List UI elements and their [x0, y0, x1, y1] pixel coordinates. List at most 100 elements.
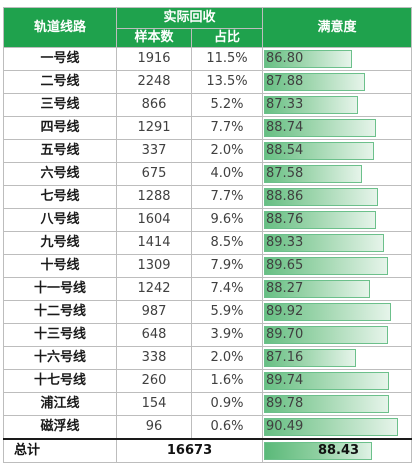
satisfaction-value: 90.49	[266, 419, 304, 434]
satisfaction-table: 轨道线路 实际回收 满意度 样本数 占比 一号线 1916 11.5% 86.80 二号…	[3, 7, 413, 463]
route-name: 十号线	[3, 254, 117, 278]
satisfaction-bar	[264, 234, 385, 252]
satisfaction-cell: 90.49	[262, 415, 413, 440]
table-row: 三号线 866 5.2% 87.33	[3, 93, 413, 117]
sample-count: 338	[116, 346, 192, 370]
table-row: 磁浮线 96 0.6% 90.49	[3, 415, 413, 440]
route-name: 二号线	[3, 70, 117, 94]
share-percent: 3.9%	[190, 323, 264, 347]
share-percent: 4.0%	[190, 162, 264, 186]
share-percent: 5.9%	[190, 300, 264, 324]
satisfaction-cell: 88.86	[262, 185, 413, 209]
sample-count: 866	[116, 93, 192, 117]
table-row: 十号线 1309 7.9% 89.65	[3, 254, 413, 278]
sample-count: 1414	[116, 231, 192, 255]
share-percent: 9.6%	[190, 208, 264, 232]
share-header: 占比	[190, 28, 264, 48]
satisfaction-bar	[264, 280, 371, 298]
satisfaction-cell: 89.33	[262, 231, 413, 255]
share-percent: 7.7%	[190, 185, 264, 209]
share-percent: 7.4%	[190, 277, 264, 301]
table-body: 一号线 1916 11.5% 86.80 二号线 2248 13.5% 87.88 三号线 866…	[3, 47, 413, 440]
satisfaction-value: 89.78	[266, 396, 304, 411]
route-name: 七号线	[3, 185, 117, 209]
satisfaction-bar	[264, 73, 366, 91]
route-name: 一号线	[3, 47, 117, 71]
sample-count: 154	[116, 392, 192, 416]
table-row: 八号线 1604 9.6% 88.76	[3, 208, 413, 232]
route-name: 八号线	[3, 208, 117, 232]
sample-count: 675	[116, 162, 192, 186]
satisfaction-cell: 86.80	[262, 47, 413, 71]
satisfaction-cell: 87.33	[262, 93, 413, 117]
satisfaction-bar	[264, 349, 357, 367]
satisfaction-cell: 88.76	[262, 208, 413, 232]
share-percent: 0.6%	[190, 415, 264, 440]
satisfaction-header: 满意度	[262, 7, 413, 48]
table-row: 十七号线 260 1.6% 89.74	[3, 369, 413, 393]
sample-count: 1916	[116, 47, 192, 71]
satisfaction-cell: 87.16	[262, 346, 413, 370]
satisfaction-cell: 87.88	[262, 70, 413, 94]
route-name: 九号线	[3, 231, 117, 255]
route-name: 五号线	[3, 139, 117, 163]
satisfaction-cell: 89.65	[262, 254, 413, 278]
share-percent: 2.0%	[190, 346, 264, 370]
sample-count: 1288	[116, 185, 192, 209]
satisfaction-value: 88.74	[266, 120, 304, 135]
sample-count: 1291	[116, 116, 192, 140]
satisfaction-value: 89.70	[266, 327, 304, 342]
sample-count-header: 样本数	[116, 28, 192, 48]
satisfaction-bar	[264, 165, 363, 183]
table-row: 十二号线 987 5.9% 89.92	[3, 300, 413, 324]
total-satisfaction-value: 88.43	[317, 443, 360, 458]
route-name: 十二号线	[3, 300, 117, 324]
satisfaction-value: 87.58	[266, 166, 304, 181]
total-satisfaction-cell: 88.43	[262, 438, 413, 463]
satisfaction-bar	[264, 372, 390, 390]
satisfaction-value: 88.86	[266, 189, 304, 204]
satisfaction-cell: 88.27	[262, 277, 413, 301]
satisfaction-cell: 88.54	[262, 139, 413, 163]
satisfaction-cell: 87.58	[262, 162, 413, 186]
satisfaction-value: 86.80	[266, 51, 304, 66]
table-row: 浦江线 154 0.9% 89.78	[3, 392, 413, 416]
satisfaction-cell: 89.92	[262, 300, 413, 324]
satisfaction-bar	[264, 326, 389, 344]
satisfaction-value: 89.33	[266, 235, 304, 250]
route-name: 浦江线	[3, 392, 117, 416]
sample-count: 1604	[116, 208, 192, 232]
table-header: 轨道线路 实际回收 满意度 样本数 占比	[3, 7, 413, 48]
sample-count: 96	[116, 415, 192, 440]
route-name: 六号线	[3, 162, 117, 186]
satisfaction-value: 87.16	[266, 350, 304, 365]
satisfaction-bar	[264, 188, 379, 206]
satisfaction-value: 88.27	[266, 281, 304, 296]
satisfaction-bar	[264, 119, 377, 137]
share-percent: 0.9%	[190, 392, 264, 416]
share-percent: 11.5%	[190, 47, 264, 71]
sample-count: 987	[116, 300, 192, 324]
total-count: 16673	[115, 438, 264, 463]
table-footer: 总计 16673 88.43	[3, 438, 413, 463]
satisfaction-value: 88.76	[266, 212, 304, 227]
satisfaction-bar	[264, 50, 353, 68]
satisfaction-cell: 89.78	[262, 392, 413, 416]
satisfaction-cell: 89.70	[262, 323, 413, 347]
satisfaction-table-container: 轨道线路 实际回收 满意度 样本数 占比 一号线 1916 11.5% 86.80 二号…	[3, 7, 413, 463]
sample-count: 337	[116, 139, 192, 163]
table-row: 十六号线 338 2.0% 87.16	[3, 346, 413, 370]
share-percent: 1.6%	[190, 369, 264, 393]
sample-count: 1242	[116, 277, 192, 301]
table-row: 六号线 675 4.0% 87.58	[3, 162, 413, 186]
satisfaction-value: 88.54	[266, 143, 304, 158]
route-name: 十六号线	[3, 346, 117, 370]
total-row: 总计 16673 88.43	[3, 438, 413, 463]
satisfaction-bar	[264, 395, 390, 413]
total-satisfaction-bar	[264, 442, 373, 460]
table-row: 一号线 1916 11.5% 86.80	[3, 47, 413, 71]
route-name: 磁浮线	[3, 415, 117, 440]
satisfaction-value: 87.88	[266, 74, 304, 89]
sample-count: 2248	[116, 70, 192, 94]
sample-count: 1309	[116, 254, 192, 278]
